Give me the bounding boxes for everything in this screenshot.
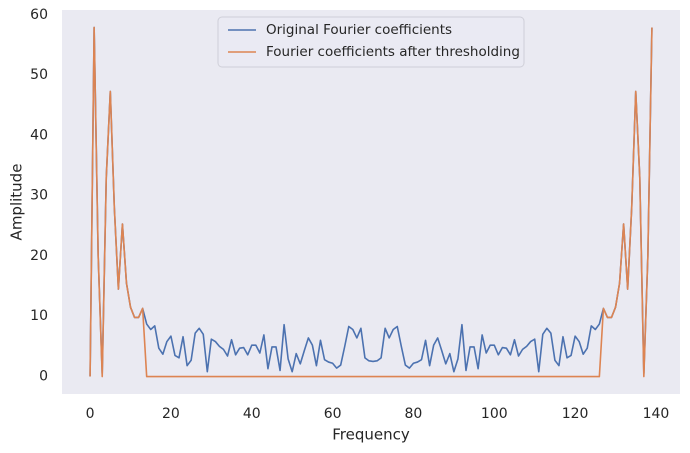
y-tick-label: 60 bbox=[30, 7, 48, 23]
x-tick-label: 20 bbox=[162, 406, 180, 422]
y-tick-label: 40 bbox=[30, 127, 48, 143]
x-tick-label: 80 bbox=[405, 406, 423, 422]
y-axis-label: Amplitude bbox=[8, 164, 26, 241]
y-tick-label: 30 bbox=[30, 188, 48, 204]
y-tick-label: 0 bbox=[39, 369, 48, 385]
x-tick-label: 0 bbox=[86, 406, 95, 422]
legend-label: Fourier coefficients after thresholding bbox=[266, 44, 520, 60]
x-tick-label: 60 bbox=[324, 406, 342, 422]
x-axis-label: Frequency bbox=[332, 426, 410, 444]
plot-area bbox=[62, 10, 680, 394]
x-tick-label: 140 bbox=[643, 406, 670, 422]
y-tick-label: 10 bbox=[30, 308, 48, 324]
legend-box bbox=[217, 16, 525, 68]
x-tick-label: 120 bbox=[562, 406, 589, 422]
y-tick-label: 20 bbox=[30, 248, 48, 264]
y-tick-label: 50 bbox=[30, 67, 48, 83]
x-tick-label: 100 bbox=[481, 406, 508, 422]
legend-label: Original Fourier coefficients bbox=[266, 22, 452, 38]
line-series bbox=[89, 26, 653, 378]
line-series bbox=[89, 26, 653, 377]
x-tick-label: 40 bbox=[243, 406, 261, 422]
